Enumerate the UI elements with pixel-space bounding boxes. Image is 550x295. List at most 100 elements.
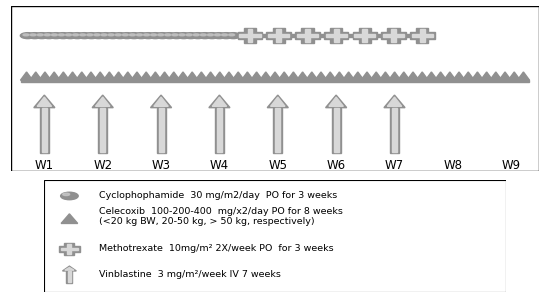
Polygon shape — [471, 72, 483, 80]
Polygon shape — [384, 95, 405, 108]
Polygon shape — [490, 72, 502, 80]
Ellipse shape — [63, 193, 70, 196]
Ellipse shape — [197, 33, 212, 39]
FancyBboxPatch shape — [392, 108, 397, 152]
FancyBboxPatch shape — [273, 28, 285, 43]
Ellipse shape — [200, 34, 206, 36]
Text: Cyclophophamide  30 mg/m2/day  PO for 3 weeks: Cyclophophamide 30 mg/m2/day PO for 3 we… — [100, 191, 338, 201]
Polygon shape — [425, 72, 438, 80]
FancyBboxPatch shape — [416, 28, 428, 43]
Polygon shape — [168, 72, 180, 80]
Polygon shape — [287, 72, 300, 80]
Polygon shape — [57, 72, 69, 80]
Polygon shape — [315, 72, 327, 80]
Polygon shape — [61, 214, 78, 223]
Polygon shape — [508, 72, 520, 80]
FancyBboxPatch shape — [410, 32, 435, 39]
Text: W6: W6 — [327, 159, 346, 172]
Ellipse shape — [126, 33, 141, 39]
Polygon shape — [214, 72, 226, 80]
Ellipse shape — [162, 33, 177, 39]
FancyBboxPatch shape — [68, 244, 72, 254]
Ellipse shape — [177, 33, 191, 39]
Polygon shape — [267, 95, 288, 108]
FancyBboxPatch shape — [59, 246, 80, 252]
Ellipse shape — [106, 33, 120, 39]
Polygon shape — [434, 72, 447, 80]
Polygon shape — [398, 72, 410, 80]
Ellipse shape — [42, 33, 56, 39]
Polygon shape — [518, 72, 530, 80]
Polygon shape — [85, 72, 97, 80]
Ellipse shape — [23, 34, 29, 36]
Ellipse shape — [65, 34, 72, 36]
Polygon shape — [154, 97, 168, 106]
Ellipse shape — [155, 33, 170, 39]
Text: W7: W7 — [385, 159, 404, 172]
Polygon shape — [131, 72, 143, 80]
Polygon shape — [186, 72, 199, 80]
Ellipse shape — [179, 34, 185, 36]
FancyBboxPatch shape — [244, 28, 256, 43]
Polygon shape — [122, 72, 134, 80]
FancyBboxPatch shape — [217, 108, 222, 152]
Ellipse shape — [190, 33, 205, 39]
Text: W2: W2 — [93, 159, 112, 172]
Ellipse shape — [184, 33, 198, 39]
Polygon shape — [370, 72, 382, 80]
FancyBboxPatch shape — [238, 32, 262, 39]
Polygon shape — [92, 95, 113, 108]
Ellipse shape — [129, 34, 135, 36]
FancyBboxPatch shape — [297, 34, 318, 37]
Ellipse shape — [94, 34, 100, 36]
FancyBboxPatch shape — [362, 30, 367, 42]
FancyBboxPatch shape — [420, 30, 425, 42]
Ellipse shape — [113, 33, 127, 39]
Polygon shape — [158, 72, 170, 80]
Ellipse shape — [37, 34, 43, 36]
FancyBboxPatch shape — [40, 108, 49, 153]
Polygon shape — [177, 72, 189, 80]
Ellipse shape — [144, 34, 150, 36]
Polygon shape — [444, 72, 456, 80]
Polygon shape — [149, 72, 162, 80]
Ellipse shape — [20, 33, 35, 39]
Polygon shape — [94, 72, 106, 80]
Polygon shape — [333, 72, 345, 80]
Ellipse shape — [77, 33, 92, 39]
Text: W1: W1 — [35, 159, 54, 172]
Text: W4: W4 — [210, 159, 229, 172]
Ellipse shape — [87, 34, 93, 36]
Polygon shape — [278, 72, 290, 80]
Text: Vinblastine  3 mg/m²/week IV 7 weeks: Vinblastine 3 mg/m²/week IV 7 weeks — [100, 270, 281, 279]
Ellipse shape — [219, 33, 234, 39]
Ellipse shape — [229, 34, 235, 36]
Polygon shape — [63, 266, 76, 271]
FancyBboxPatch shape — [158, 108, 163, 152]
Polygon shape — [223, 72, 235, 80]
Text: W9: W9 — [502, 159, 521, 172]
FancyBboxPatch shape — [330, 28, 342, 43]
Ellipse shape — [158, 34, 164, 36]
Ellipse shape — [30, 34, 36, 36]
Polygon shape — [48, 72, 60, 80]
Polygon shape — [34, 95, 55, 108]
Ellipse shape — [51, 34, 57, 36]
Polygon shape — [39, 72, 51, 80]
FancyBboxPatch shape — [21, 80, 529, 81]
Polygon shape — [212, 97, 227, 106]
Ellipse shape — [63, 33, 78, 39]
Polygon shape — [387, 97, 402, 106]
Ellipse shape — [186, 34, 192, 36]
FancyBboxPatch shape — [61, 248, 78, 250]
Polygon shape — [37, 97, 52, 106]
Ellipse shape — [60, 192, 78, 200]
FancyBboxPatch shape — [301, 28, 314, 43]
Polygon shape — [195, 72, 207, 80]
Ellipse shape — [98, 33, 113, 39]
Polygon shape — [65, 268, 74, 270]
Ellipse shape — [91, 33, 106, 39]
FancyBboxPatch shape — [268, 34, 289, 37]
Ellipse shape — [49, 33, 63, 39]
FancyBboxPatch shape — [390, 108, 399, 153]
